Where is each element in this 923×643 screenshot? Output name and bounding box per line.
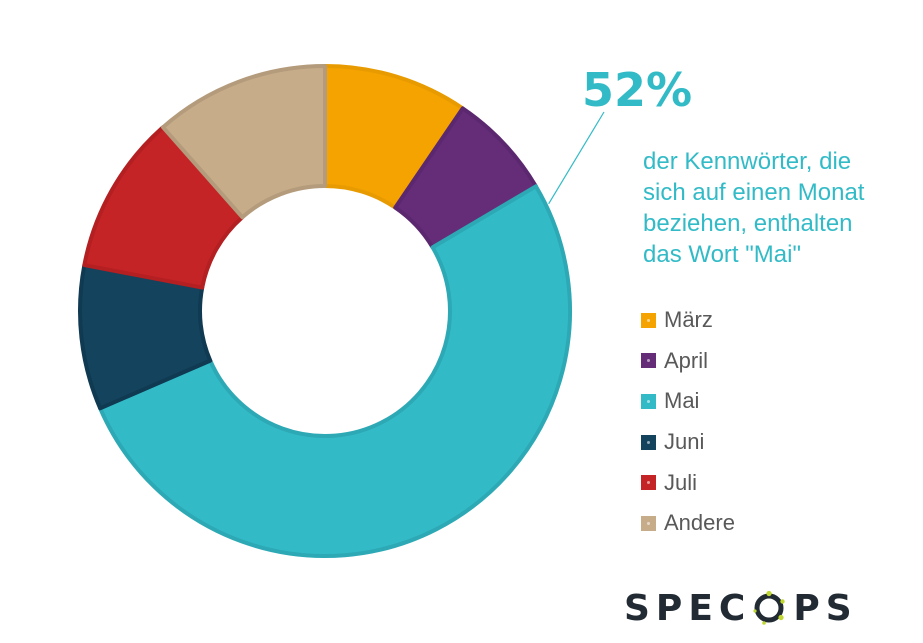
slice-mai [98, 184, 572, 558]
legend-swatch [641, 353, 656, 369]
legend-item: Mai [641, 381, 735, 422]
legend-item: Andere [641, 503, 735, 544]
slice-andere [160, 64, 327, 220]
legend-swatch [641, 312, 656, 328]
legend-label: Juli [664, 469, 698, 495]
legend-item: Juli [641, 462, 735, 503]
legend-label: Mai [664, 388, 700, 414]
headline-caption: der Kennwörter, die sich auf einen Monat… [643, 148, 865, 268]
brand-text-before: SPEC [624, 587, 752, 629]
legend-swatch [641, 393, 656, 409]
legend-item: März [641, 300, 735, 341]
legend-label: Andere [664, 510, 735, 536]
specops-logo: SPEC PS [624, 584, 858, 632]
leader-line [548, 111, 605, 205]
legend-swatch [641, 475, 656, 491]
brand-text-after: PS [793, 587, 858, 629]
legend-label: April [664, 347, 709, 373]
brand-o-icon [751, 590, 787, 626]
legend-label: März [664, 307, 713, 333]
chart-legend: März April Mai Juni Juli Andere [641, 300, 735, 544]
headline-percent: 52% [582, 63, 693, 117]
legend-swatch [641, 515, 656, 531]
legend-swatch [641, 434, 656, 450]
legend-label: Juni [664, 429, 705, 455]
legend-item: Juni [641, 422, 735, 463]
legend-item: April [641, 341, 735, 382]
